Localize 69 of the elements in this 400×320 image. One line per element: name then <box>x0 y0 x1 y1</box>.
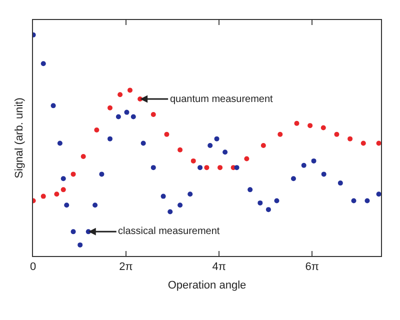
y-axis-title: Signal (arb. unit) <box>14 98 26 178</box>
point <box>70 172 76 177</box>
point <box>278 132 283 137</box>
point <box>364 198 370 204</box>
point <box>124 110 130 115</box>
point <box>348 136 353 142</box>
point <box>178 147 183 152</box>
point <box>294 120 300 126</box>
point <box>308 123 313 128</box>
point <box>150 112 156 118</box>
point <box>311 158 316 164</box>
point <box>290 176 296 182</box>
point <box>376 140 381 146</box>
x-tick-label: 6π <box>305 261 320 274</box>
point <box>260 142 266 148</box>
point <box>301 162 306 168</box>
point <box>50 103 56 108</box>
x-tick-label: 2π <box>119 261 134 274</box>
point <box>99 172 104 177</box>
point <box>178 202 183 208</box>
point <box>70 229 76 234</box>
point <box>160 194 166 199</box>
point <box>222 150 228 155</box>
point <box>338 180 343 186</box>
point <box>321 172 326 177</box>
point <box>244 156 250 162</box>
point <box>128 88 132 93</box>
point <box>360 140 366 146</box>
point <box>140 140 146 146</box>
point <box>40 194 46 199</box>
point <box>248 187 253 192</box>
point <box>320 125 326 130</box>
annotation: quantum measurement <box>170 94 274 105</box>
point <box>94 127 100 132</box>
point <box>258 200 263 206</box>
point <box>54 192 60 197</box>
point <box>376 192 381 197</box>
point <box>214 136 220 142</box>
point <box>108 136 112 142</box>
point <box>78 242 83 248</box>
x-tick-label: 4π <box>212 261 226 274</box>
point <box>334 132 340 137</box>
x-axis-title: Operation angle <box>168 279 246 292</box>
point <box>204 165 210 170</box>
point <box>40 61 46 66</box>
point <box>130 114 136 120</box>
point <box>116 114 121 120</box>
x-tick-label: 0 <box>30 261 36 274</box>
point <box>108 105 112 110</box>
point <box>274 198 280 204</box>
point <box>218 165 223 170</box>
point <box>118 92 123 98</box>
point <box>164 132 170 137</box>
annotation: classical measurement <box>118 226 220 237</box>
point <box>234 165 240 170</box>
point <box>80 154 86 160</box>
point <box>208 142 213 148</box>
point <box>168 209 173 214</box>
point <box>60 187 66 192</box>
point <box>198 165 203 170</box>
point <box>351 198 356 204</box>
point <box>190 158 196 164</box>
point <box>64 202 70 208</box>
point <box>60 176 66 182</box>
point <box>57 140 62 146</box>
point <box>150 165 156 170</box>
point <box>92 202 98 208</box>
point <box>188 192 193 197</box>
point <box>266 207 271 212</box>
